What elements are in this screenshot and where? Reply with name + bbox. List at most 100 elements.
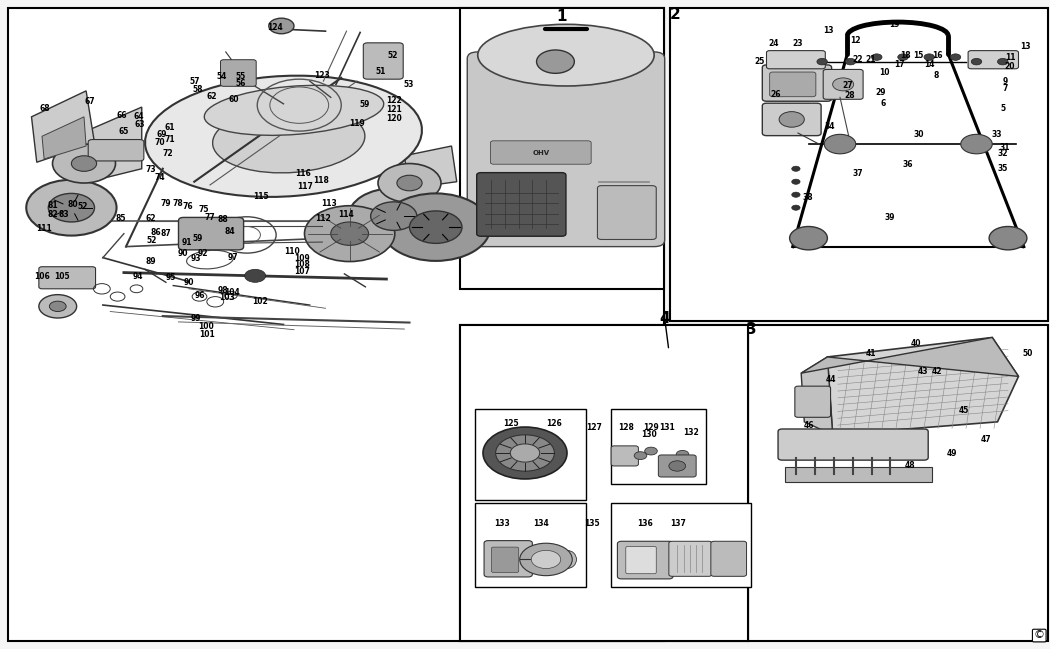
FancyBboxPatch shape	[484, 541, 532, 577]
Text: 112: 112	[315, 214, 332, 223]
Text: 63: 63	[134, 120, 145, 129]
Text: 21: 21	[865, 55, 876, 64]
Text: 117: 117	[297, 182, 314, 191]
Text: 42: 42	[931, 367, 942, 376]
Text: 75: 75	[198, 205, 209, 214]
Circle shape	[989, 227, 1027, 250]
Circle shape	[349, 188, 439, 244]
Text: 99: 99	[191, 313, 202, 323]
FancyBboxPatch shape	[823, 69, 863, 99]
Text: 13: 13	[823, 26, 834, 35]
Text: 29: 29	[876, 88, 886, 97]
Text: 2: 2	[670, 6, 680, 22]
Ellipse shape	[205, 85, 383, 136]
Text: 23: 23	[793, 39, 803, 48]
FancyBboxPatch shape	[363, 43, 403, 79]
Text: 14: 14	[924, 60, 934, 69]
Circle shape	[331, 222, 369, 245]
Circle shape	[792, 179, 800, 184]
FancyBboxPatch shape	[490, 141, 591, 164]
Text: 125: 125	[504, 419, 519, 428]
Text: 100: 100	[197, 322, 214, 331]
Text: 54: 54	[216, 72, 227, 81]
Circle shape	[71, 156, 97, 171]
Text: 12: 12	[850, 36, 861, 45]
Text: 48: 48	[905, 461, 916, 470]
Text: 107: 107	[294, 267, 311, 276]
Text: 72: 72	[163, 149, 173, 158]
Text: 58: 58	[192, 85, 203, 94]
Text: 7: 7	[1002, 84, 1008, 93]
Text: 109: 109	[294, 254, 311, 263]
Text: 5: 5	[1001, 104, 1005, 113]
FancyBboxPatch shape	[467, 52, 665, 247]
FancyBboxPatch shape	[88, 140, 144, 161]
Text: 90: 90	[177, 249, 188, 258]
Ellipse shape	[212, 106, 365, 173]
Text: 73: 73	[146, 165, 156, 174]
Text: 98: 98	[217, 286, 228, 295]
Text: 57: 57	[189, 77, 200, 86]
Ellipse shape	[558, 550, 576, 569]
Circle shape	[790, 227, 827, 250]
Circle shape	[483, 427, 567, 479]
Text: 86: 86	[150, 228, 161, 237]
Text: 105: 105	[55, 272, 69, 281]
FancyBboxPatch shape	[477, 173, 566, 236]
Text: 77: 77	[205, 213, 215, 222]
FancyBboxPatch shape	[762, 103, 821, 136]
Text: 46: 46	[803, 421, 814, 430]
FancyBboxPatch shape	[785, 467, 932, 482]
Ellipse shape	[145, 76, 422, 197]
Text: OHV: OHV	[532, 149, 549, 156]
Text: 76: 76	[183, 202, 193, 211]
Circle shape	[971, 58, 982, 65]
Text: 70: 70	[154, 138, 165, 147]
Circle shape	[39, 295, 77, 318]
Circle shape	[645, 447, 657, 455]
Text: 55: 55	[235, 72, 246, 81]
FancyBboxPatch shape	[220, 60, 256, 86]
Circle shape	[792, 166, 800, 171]
Polygon shape	[89, 107, 142, 182]
Text: 25: 25	[754, 57, 764, 66]
FancyBboxPatch shape	[460, 8, 664, 289]
Text: 135: 135	[585, 519, 600, 528]
Text: 47: 47	[981, 435, 991, 444]
Text: 106: 106	[34, 272, 50, 281]
Text: 103: 103	[219, 293, 235, 302]
Circle shape	[924, 54, 934, 60]
Text: 59: 59	[192, 234, 203, 243]
FancyBboxPatch shape	[460, 324, 748, 641]
Text: 78: 78	[172, 199, 183, 208]
Text: 88: 88	[217, 215, 228, 224]
Text: 121: 121	[386, 105, 401, 114]
Text: 134: 134	[532, 519, 548, 528]
Text: 60: 60	[229, 95, 239, 104]
Text: 113: 113	[321, 199, 336, 208]
Circle shape	[496, 435, 554, 471]
Text: 65: 65	[119, 127, 129, 136]
Text: 126: 126	[546, 419, 563, 428]
Text: 41: 41	[865, 349, 876, 358]
Text: 132: 132	[682, 428, 699, 437]
Text: 62: 62	[146, 214, 156, 223]
Text: 22: 22	[853, 55, 863, 64]
Text: 4: 4	[659, 310, 670, 326]
FancyBboxPatch shape	[611, 409, 706, 484]
Text: 24: 24	[769, 39, 779, 48]
Circle shape	[510, 444, 540, 462]
FancyBboxPatch shape	[475, 409, 586, 500]
Text: 40: 40	[910, 339, 921, 348]
Text: 94: 94	[132, 272, 143, 281]
Text: 6: 6	[880, 99, 885, 108]
Text: 1: 1	[556, 8, 567, 24]
Polygon shape	[801, 357, 833, 435]
Text: 37: 37	[853, 169, 863, 178]
Text: 95: 95	[166, 273, 176, 282]
Text: 32: 32	[998, 149, 1008, 158]
FancyBboxPatch shape	[658, 455, 696, 477]
Polygon shape	[32, 91, 94, 162]
FancyBboxPatch shape	[617, 541, 673, 579]
Circle shape	[676, 450, 689, 458]
